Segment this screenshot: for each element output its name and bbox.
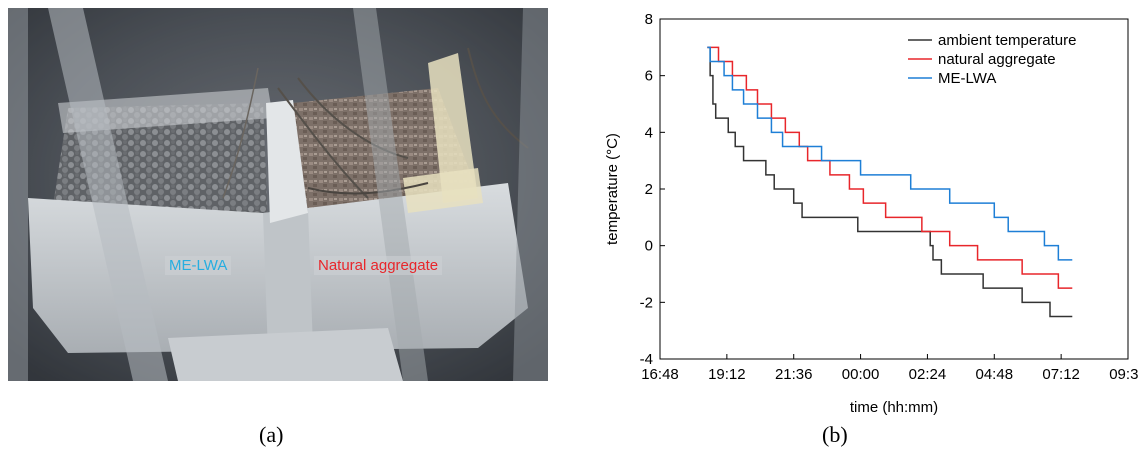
series-group (707, 46, 1073, 318)
legend-label: natural aggregate (938, 51, 1056, 68)
caption-b-text: (b) (822, 422, 848, 447)
photo-image (8, 8, 548, 381)
caption-a: (a) (259, 422, 283, 448)
plot-frame (659, 18, 1129, 360)
x-tick-label: 21:36 (775, 366, 813, 383)
x-tick-label: 19:12 (708, 366, 746, 383)
me-lwa-label: ME-LWA (165, 256, 232, 275)
y-axis-label: temperature (°C) (604, 133, 621, 245)
x-axis-label: time (hh:mm) (850, 399, 938, 416)
axis-ticks: 16:48 19:12 21:36 00:00 02:24 04:48 07:12 09:36… (640, 11, 1139, 383)
legend: ambient temperature natural aggregate ME-L… (908, 32, 1076, 87)
y-tick-label: 4 (645, 124, 653, 141)
x-tick-label: 07:12 (1042, 366, 1080, 383)
caption-a-text: (a) (259, 422, 284, 447)
x-tick-label: 09:36 (1109, 366, 1139, 383)
photo-panel: ME-LWA Natural aggregate (8, 8, 548, 381)
legend-label: ME-LWA (938, 70, 996, 87)
y-tick-label: -4 (640, 351, 653, 368)
natural-aggregate-label: Natural aggregate (314, 256, 443, 275)
series-line-0 (707, 46, 1073, 318)
x-tick-label: 02:24 (909, 366, 947, 383)
y-tick-label: 6 (645, 68, 653, 85)
y-tick-label: -2 (640, 294, 653, 311)
x-tick-label: 00:00 (842, 366, 880, 383)
y-tick-label: 0 (645, 238, 653, 255)
y-tick-label: 8 (645, 11, 653, 28)
series-line-1 (707, 46, 1073, 289)
legend-label: ambient temperature (938, 32, 1076, 49)
x-tick-label: 16:48 (641, 366, 679, 383)
x-tick-label: 04:48 (976, 366, 1014, 383)
y-tick-label: 2 (645, 181, 653, 198)
temperature-chart: 16:48 19:12 21:36 00:00 02:24 04:48 07:12 09:36… (604, 11, 1139, 416)
series-line-2 (707, 46, 1073, 261)
caption-b: (b) (822, 422, 848, 448)
